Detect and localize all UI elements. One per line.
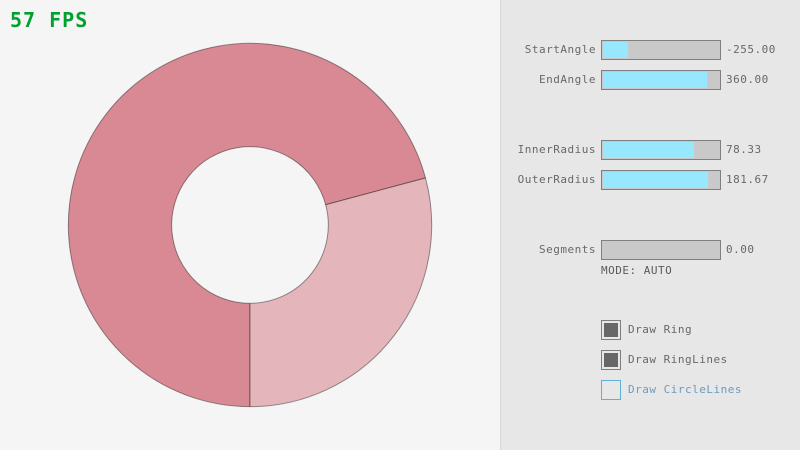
checkbox-draw-ringlines[interactable]: Draw RingLines [601, 350, 800, 370]
outerradius-value: 181.67 [726, 173, 769, 186]
endangle-label: EndAngle [539, 73, 596, 86]
slider-row-innerradius: InnerRadius 78.33 [501, 140, 800, 160]
startangle-label: StartAngle [524, 43, 596, 56]
draw-ringlines-checkbox[interactable] [601, 350, 621, 370]
innerradius-slider[interactable] [601, 140, 721, 160]
segments-value: 0.00 [726, 243, 755, 256]
endangle-value: 360.00 [726, 73, 769, 86]
segments-mode-label: MODE: AUTO [601, 264, 673, 277]
startangle-value: -255.00 [726, 43, 776, 56]
outerradius-label: OuterRadius [517, 173, 596, 186]
controls-panel: StartAngle -255.00 EndAngle 360.00 Inner… [500, 0, 800, 450]
draw-circlelines-label: Draw CircleLines [628, 383, 742, 396]
fps-counter: 57 FPS [10, 8, 89, 32]
ring-sector-double-pass [67, 42, 427, 408]
innerradius-value: 78.33 [726, 143, 762, 156]
slider-row-startangle: StartAngle -255.00 [501, 40, 800, 60]
slider-row-segments: Segments 0.00 [501, 240, 800, 260]
innerradius-label: InnerRadius [517, 143, 596, 156]
outerradius-slider[interactable] [601, 170, 721, 190]
segments-slider[interactable] [601, 240, 721, 260]
ring-sector-single-pass [249, 177, 433, 408]
segments-label: Segments [539, 243, 596, 256]
draw-ringlines-label: Draw RingLines [628, 353, 728, 366]
slider-row-endangle: EndAngle 360.00 [501, 70, 800, 90]
draw-ring-label: Draw Ring [628, 323, 693, 336]
innerradius-slider-fill [603, 142, 694, 158]
draw-ring-checkbox[interactable] [601, 320, 621, 340]
startangle-slider-fill [603, 42, 628, 58]
draw-circlelines-checkbox[interactable] [601, 380, 621, 400]
checkmark-icon [604, 353, 618, 367]
checkmark-icon [604, 323, 618, 337]
outerradius-slider-fill [603, 172, 708, 188]
slider-row-outerradius: OuterRadius 181.67 [501, 170, 800, 190]
endangle-slider[interactable] [601, 70, 721, 90]
endangle-slider-fill [603, 72, 707, 88]
checkbox-draw-circlelines[interactable]: Draw CircleLines [601, 380, 800, 400]
ring-figure [67, 42, 433, 408]
startangle-slider[interactable] [601, 40, 721, 60]
checkbox-draw-ring[interactable]: Draw Ring [601, 320, 800, 340]
